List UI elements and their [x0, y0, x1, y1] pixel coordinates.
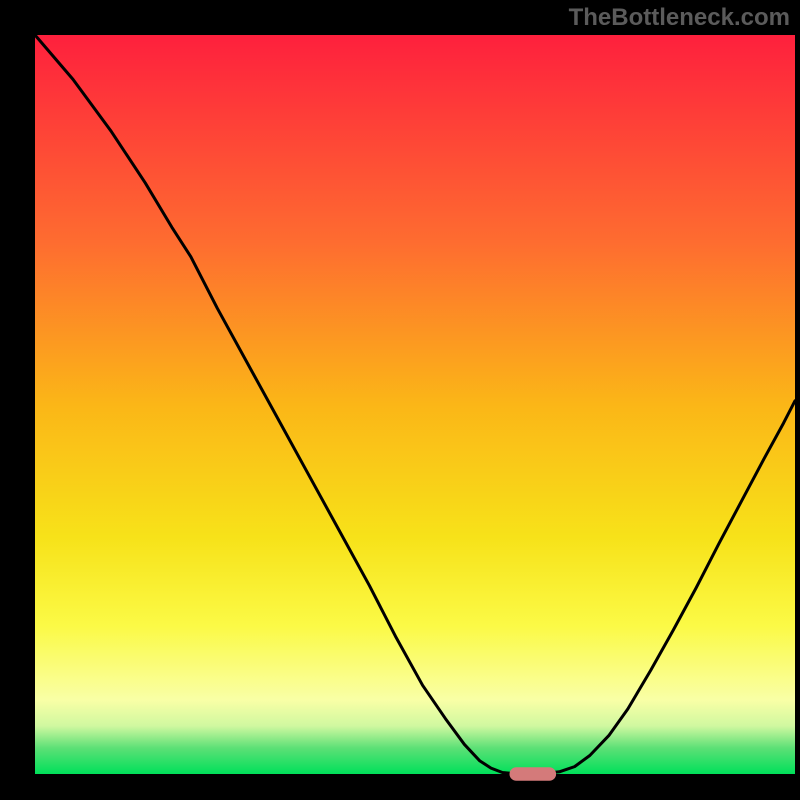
- optimal-marker: [510, 768, 556, 781]
- bottleneck-chart: [0, 0, 800, 800]
- chart-stage: TheBottleneck.com: [0, 0, 800, 800]
- chart-plot-area: [35, 35, 795, 774]
- watermark-text: TheBottleneck.com: [569, 4, 790, 32]
